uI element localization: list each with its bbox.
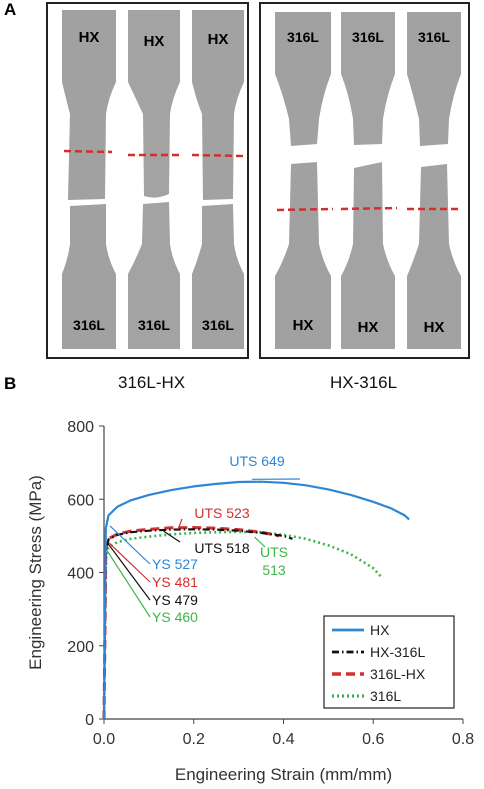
specimen-top-r2: [341, 12, 395, 145]
x-tick-label: 0.2: [183, 731, 205, 748]
series-line-hx-316l: [102, 528, 293, 720]
legend-entry-hx-316l: HX-316L: [370, 644, 425, 660]
specimen-top-2: [128, 10, 180, 198]
specimen-bottom-1: [62, 204, 116, 349]
annotation-leader: [108, 542, 151, 583]
interface-line-r2: [340, 206, 398, 211]
x-tick-label: 0.0: [93, 731, 115, 748]
annotation-label: 513: [262, 562, 286, 578]
specimen-label-top-3: HX: [208, 31, 229, 48]
interface-line-3: [191, 153, 245, 158]
specimen-top-r3: [407, 12, 461, 146]
specimen-label-bottom-r2: HX: [358, 319, 379, 336]
annotation-label: YS 527: [152, 556, 198, 572]
specimen-label-top-r2: 316L: [352, 29, 384, 45]
x-tick-label: 0.4: [272, 731, 294, 748]
group-caption-316l-hx: 316L-HX: [118, 373, 186, 392]
legend-entry-316l-hx: 316L-HX: [370, 666, 426, 682]
group-caption-hx-316l: HX-316L: [330, 373, 398, 392]
specimen-frame-316l-hx: HX HX HX 316L 316L 316L: [46, 2, 249, 359]
legend-entry-316l: 316L: [370, 688, 401, 704]
specimen-bottom-3: [192, 204, 244, 349]
annotation-label: UTS 523: [194, 505, 249, 521]
annotation-label: YS 481: [152, 574, 198, 590]
annotation-leader: [106, 550, 151, 618]
panel-b-letter: B: [4, 374, 17, 393]
annotation-label: YS 479: [152, 592, 198, 608]
y-tick-label: 600: [67, 492, 94, 509]
y-axis-label: Engineering Stress (MPa): [26, 475, 45, 670]
specimen-label-bottom-r3: HX: [424, 319, 445, 336]
x-tick-label: 0.6: [362, 731, 384, 748]
specimen-label-top-r3: 316L: [418, 29, 450, 45]
annotation-leader: [107, 543, 151, 601]
annotation-leader: [163, 530, 181, 543]
specimen-label-top-r1: 316L: [287, 29, 319, 45]
specimen-top-r1: [275, 12, 331, 146]
y-tick-label: 400: [67, 566, 94, 583]
specimen-bottom-2: [128, 202, 180, 349]
interface-line-r1: [276, 207, 334, 212]
specimen-label-bottom-1: 316L: [73, 317, 105, 333]
x-tick-label: 0.8: [452, 731, 474, 748]
annotation-label: YS 460: [152, 609, 198, 625]
specimen-bottom-r1: [275, 162, 331, 349]
annotation-label: UTS 518: [194, 540, 249, 556]
specimen-label-top-2: HX: [144, 33, 165, 50]
specimen-label-bottom-r1: HX: [293, 317, 314, 334]
y-tick-label: 800: [67, 419, 94, 436]
specimen-label-top-1: HX: [79, 29, 100, 46]
panel-a-letter: A: [4, 0, 17, 19]
annotation-leader: [109, 525, 151, 565]
annotation-leader: [254, 536, 266, 548]
specimen-label-bottom-2: 316L: [138, 317, 170, 333]
x-axis-label: Engineering Strain (mm/mm): [175, 765, 392, 784]
specimen-top-3: [192, 10, 244, 200]
annotation-label: UTS: [260, 544, 288, 560]
series-line-hx: [102, 480, 410, 720]
interface-line-1: [63, 149, 113, 154]
annotation-label: UTS 649: [229, 453, 284, 469]
specimen-group-left: HX HX HX 316L 316L 316L: [62, 10, 245, 349]
specimen-label-bottom-3: 316L: [202, 317, 234, 333]
annotation-leader: [177, 518, 183, 530]
specimen-group-right: 316L 316L 316L HX HX HX: [275, 12, 461, 349]
legend-entry-hx: HX: [370, 622, 390, 638]
y-tick-label: 200: [67, 639, 94, 656]
specimen-frame-hx-316l: 316L 316L 316L HX HX HX: [259, 2, 470, 359]
y-tick-label: 0: [85, 712, 94, 729]
